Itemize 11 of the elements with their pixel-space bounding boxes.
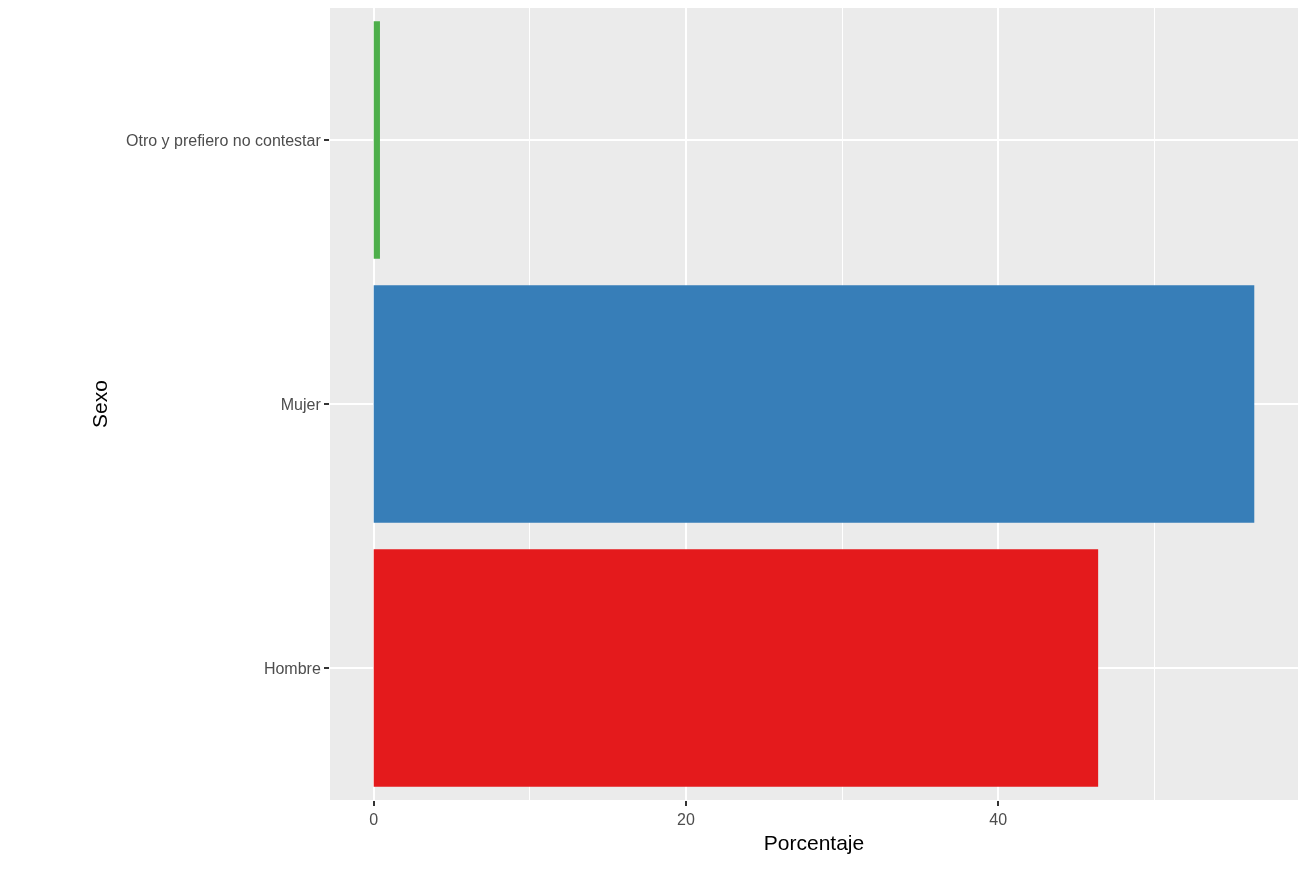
y-tick-label: Hombre (263, 659, 321, 677)
y-tick-label: Mujer (280, 395, 322, 413)
bar (373, 21, 380, 259)
x-axis-title: Porcentaje (763, 831, 865, 855)
y-tick-label: Otro y prefiero no contestar (126, 131, 322, 149)
x-tick-label: 20 (677, 811, 695, 829)
bar (373, 285, 1255, 523)
x-tick-label: 0 (369, 811, 379, 829)
x-tick-label: 40 (989, 811, 1008, 829)
y-axis-title: Sexo (88, 380, 112, 428)
bar (373, 549, 1099, 787)
